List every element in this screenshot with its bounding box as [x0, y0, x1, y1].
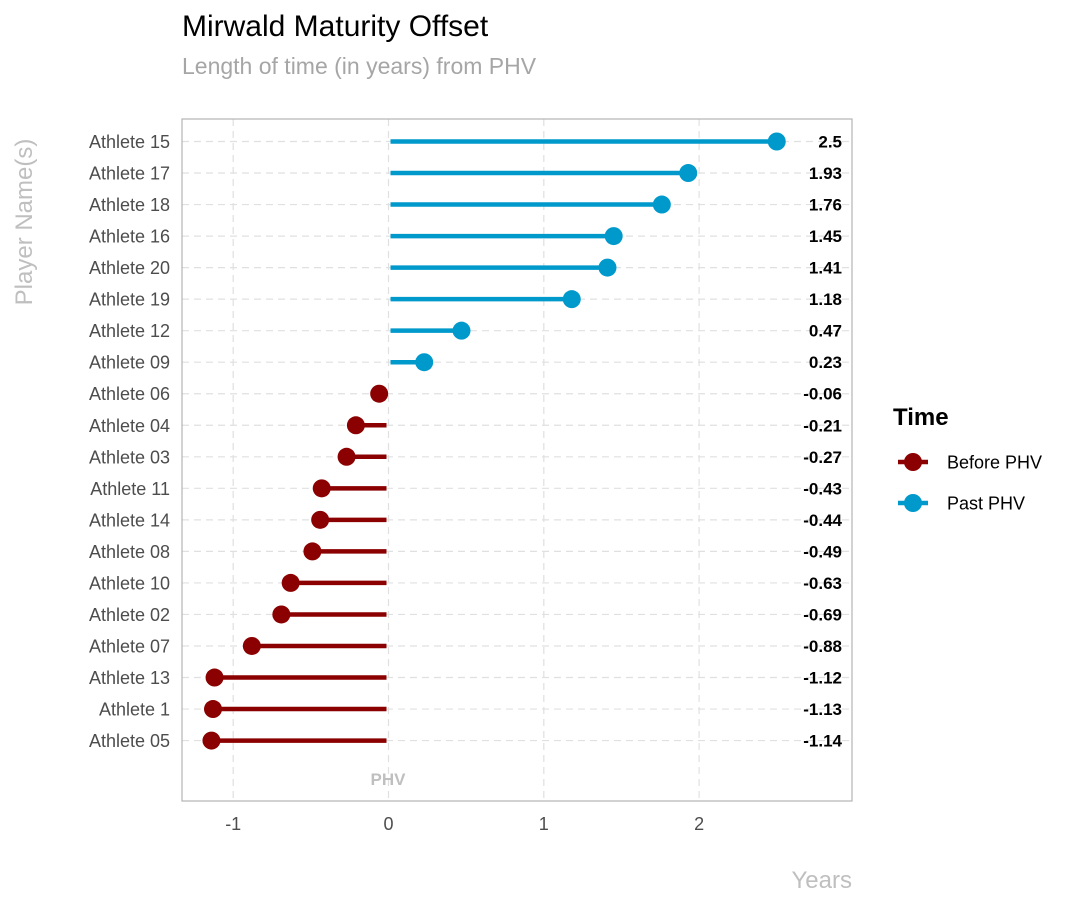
- value-label: 2.5: [818, 133, 842, 152]
- y-tick-label: Athlete 20: [89, 258, 170, 278]
- legend-title: Time: [893, 404, 949, 431]
- legend: Time Before PHV Past PHV: [893, 404, 1042, 514]
- y-tick-label: Athlete 03: [89, 447, 170, 467]
- x-tick-label: 0: [383, 814, 393, 834]
- value-label: -0.06: [803, 385, 842, 404]
- value-label: 0.47: [809, 322, 842, 341]
- y-tick-label: Athlete 14: [89, 510, 170, 530]
- chart-title: Mirwald Maturity Offset: [182, 10, 489, 43]
- value-label: -0.69: [803, 605, 842, 624]
- y-tick-labels: Athlete 15 Athlete 17 Athlete 18 Athlete 16…: [89, 132, 170, 751]
- lollipop-point: [679, 164, 698, 183]
- x-tick-labels: -1 0 1 2: [225, 814, 704, 834]
- legend-label: Before PHV: [947, 453, 1042, 473]
- legend-item: Past PHV: [898, 494, 1025, 514]
- value-label: 0.23: [809, 353, 842, 372]
- y-tick-label: Athlete 19: [89, 290, 170, 310]
- lollipop-point: [767, 132, 786, 151]
- y-tick-label: Athlete 04: [89, 416, 170, 436]
- value-label: -0.49: [803, 542, 842, 561]
- y-tick-label: Athlete 13: [89, 668, 170, 688]
- value-label: -1.14: [803, 732, 842, 751]
- lollipop-point: [562, 290, 581, 309]
- legend-item: Before PHV: [898, 453, 1042, 473]
- legend-key-point: [904, 453, 922, 471]
- value-label: 1.76: [809, 196, 842, 215]
- value-label: 1.45: [809, 227, 842, 246]
- lollipop-point: [202, 731, 221, 750]
- value-label: -0.44: [803, 511, 842, 530]
- value-label: -1.13: [803, 700, 842, 719]
- value-label: 1.93: [809, 164, 842, 183]
- lollipop-point: [452, 321, 471, 340]
- y-tick-label: Athlete 11: [90, 479, 170, 499]
- y-tick-label: Athlete 15: [89, 132, 170, 152]
- y-tick-label: Athlete 17: [89, 164, 170, 184]
- grid: [182, 119, 852, 801]
- x-tick-label: 2: [694, 814, 704, 834]
- x-tick-label: 1: [539, 814, 549, 834]
- lollipop-marks: [202, 132, 786, 750]
- y-tick-label: Athlete 08: [89, 542, 170, 562]
- value-label: -0.43: [803, 479, 842, 498]
- legend-items: Before PHV Past PHV: [898, 453, 1042, 514]
- phv-annotation: PHV: [371, 770, 407, 789]
- lollipop-point: [205, 668, 224, 687]
- y-tick-label: Athlete 16: [89, 227, 170, 247]
- lollipop-point: [598, 258, 617, 277]
- lollipop-point: [303, 542, 322, 561]
- value-label: -0.27: [803, 448, 842, 467]
- value-label: -0.21: [803, 416, 842, 435]
- y-axis-title: Player Name(s): [11, 139, 38, 306]
- value-labels: 2.5 1.93 1.76 1.45 1.41 1.18 0.47 0.23 -0.06 -0.2…: [803, 133, 842, 751]
- lollipop-point: [415, 353, 434, 372]
- value-label: 1.41: [809, 259, 842, 278]
- lollipop-point: [272, 605, 291, 624]
- y-tick-label: Athlete 1: [99, 700, 170, 720]
- lollipop-point: [281, 573, 300, 592]
- plot-panel: [181, 118, 853, 802]
- lollipop-point: [604, 227, 623, 246]
- legend-label: Past PHV: [947, 494, 1025, 514]
- lollipop-point: [346, 416, 365, 435]
- value-label: 1.18: [809, 290, 842, 309]
- y-tick-label: Athlete 10: [89, 573, 170, 593]
- x-tick-label: -1: [225, 814, 241, 834]
- lollipop-point: [204, 700, 223, 719]
- x-axis-title: Years: [792, 867, 853, 894]
- y-tick-label: Athlete 12: [89, 321, 170, 341]
- value-label: -0.63: [803, 574, 842, 593]
- lollipop-point: [337, 447, 356, 466]
- lollipop-point: [312, 479, 331, 498]
- y-tick-label: Athlete 05: [89, 731, 170, 751]
- legend-key-point: [904, 494, 922, 512]
- lollipop-point: [652, 195, 671, 214]
- value-label: -0.88: [803, 637, 842, 656]
- chart-subtitle: Length of time (in years) from PHV: [182, 53, 537, 79]
- lollipop-point: [242, 636, 261, 655]
- value-label: -1.12: [803, 669, 842, 688]
- y-tick-label: Athlete 06: [89, 384, 170, 404]
- lollipop-point: [311, 510, 330, 529]
- lollipop-point: [370, 384, 389, 403]
- y-tick-label: Athlete 02: [89, 605, 170, 625]
- y-tick-label: Athlete 09: [89, 353, 170, 373]
- y-tick-label: Athlete 07: [89, 636, 170, 656]
- y-tick-label: Athlete 18: [89, 195, 170, 215]
